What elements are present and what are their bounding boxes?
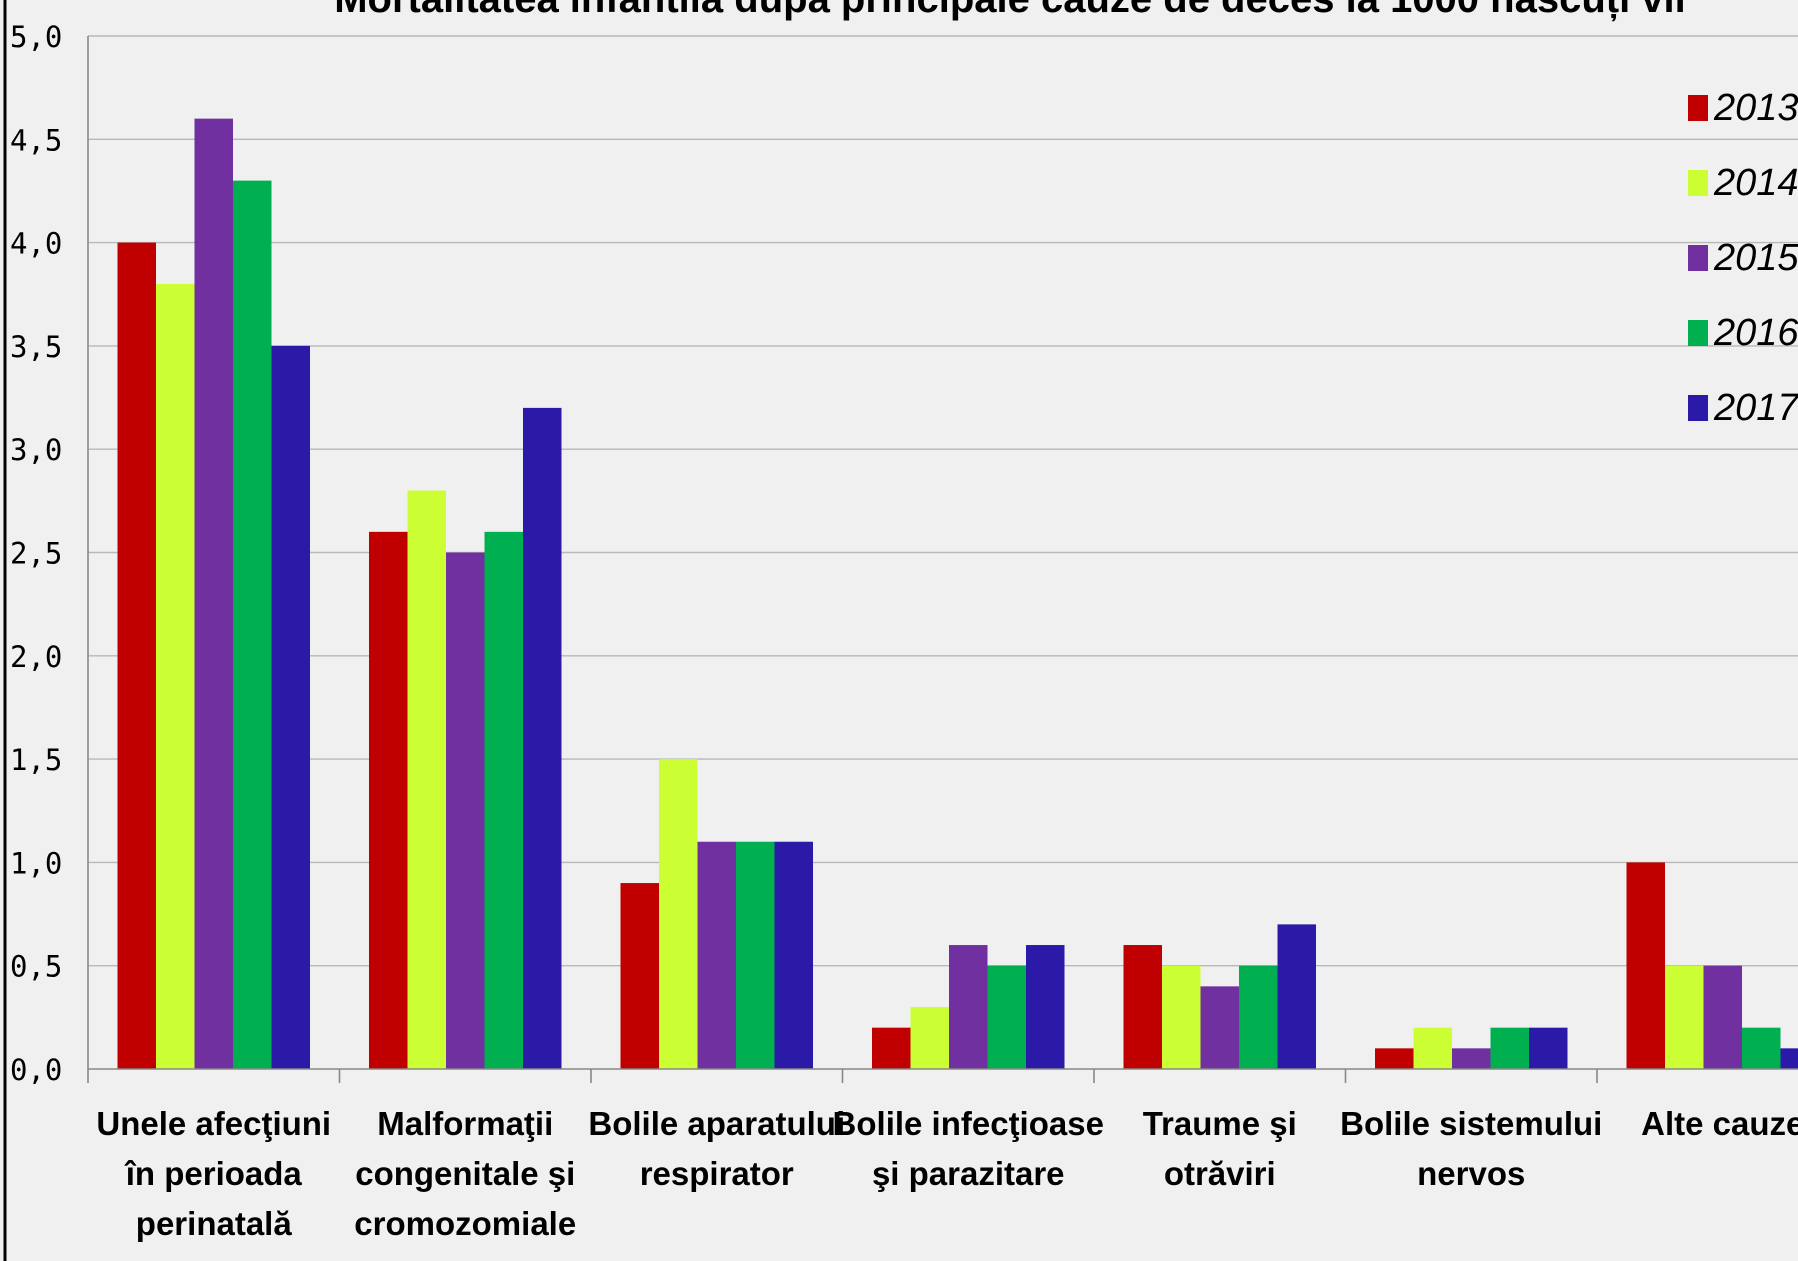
x-tick-label: Bolile aparatului respirator [588, 1105, 845, 1192]
x-tick-label: Bolile infecţioase şi parazitare [833, 1105, 1104, 1192]
x-axis [87, 1068, 1798, 1083]
legend-label-2014: 2014 [1713, 162, 1798, 204]
x-tick-label: Alte cauze [1641, 1105, 1798, 1142]
bar-2013 [1123, 945, 1162, 1069]
bar-2015 [194, 118, 233, 1069]
y-tick-label: 0,5 [10, 950, 62, 984]
legend-swatch-2017 [1688, 395, 1708, 421]
bar-2017 [1277, 924, 1316, 1069]
y-tick-label: 2,5 [10, 537, 62, 571]
bar-2017 [1529, 1027, 1568, 1069]
y-axis-tick-labels: 0,0 0,5 1,0 1,5 2,0 2,5 3,0 3,5 4,0 4,5 5,0 [10, 20, 62, 1087]
bar-2013 [117, 242, 156, 1070]
bar-2014 [407, 490, 446, 1069]
bar-2015 [1452, 1048, 1491, 1069]
bar-2017 [1780, 1048, 1798, 1069]
bar-2015 [949, 945, 988, 1069]
legend-label-2016: 2016 [1713, 312, 1798, 354]
bar-2015 [1200, 986, 1239, 1069]
bar-2014 [1413, 1027, 1452, 1069]
x-tick-label: Traume şi otrăviri [1143, 1105, 1297, 1192]
y-tick-label: 3,5 [10, 330, 62, 364]
bar-2013 [872, 1027, 911, 1069]
bar-2014 [659, 759, 698, 1069]
bar-2017 [1026, 945, 1065, 1069]
bar-2013 [1375, 1048, 1414, 1069]
bar-2015 [446, 552, 485, 1069]
bar-2017 [271, 345, 310, 1069]
y-tick-label: 3,0 [10, 433, 62, 467]
x-tick-label: Unele afecţiuni în perioada perinatală [96, 1105, 331, 1242]
bar-2013 [1626, 862, 1665, 1069]
bar-2014 [1665, 965, 1704, 1069]
legend-swatch-2013 [1688, 95, 1708, 121]
y-tick-label: 4,0 [10, 227, 62, 261]
bar-2017 [774, 841, 813, 1069]
y-tick-label: 1,0 [10, 846, 62, 880]
gridlines [87, 35, 1798, 1069]
bar-2017 [523, 407, 562, 1069]
x-tick-label: Bolile sistemului nervos [1340, 1105, 1602, 1192]
legend-label-2017: 2017 [1713, 387, 1798, 429]
y-tick-label: 5,0 [10, 20, 62, 54]
y-tick-label: 4,5 [10, 123, 62, 157]
bar-2015 [697, 841, 736, 1069]
legend-swatch-2014 [1688, 170, 1708, 196]
legend-label-2015: 2015 [1713, 237, 1798, 279]
bars [117, 118, 1798, 1070]
bar-2015 [1703, 965, 1742, 1069]
bar-2016 [1490, 1027, 1529, 1069]
chart-title: Mortalitatea infantilă după principale c… [334, 0, 1686, 21]
legend-swatch-2016 [1688, 320, 1708, 346]
legend-label-2013: 2013 [1713, 87, 1798, 129]
bar-2013 [620, 883, 659, 1069]
x-tick-label: Malformaţii congenitale şi cromozomiale [354, 1105, 576, 1242]
bar-2016 [484, 531, 523, 1069]
legend-swatch-2015 [1688, 245, 1708, 271]
y-tick-label: 1,5 [10, 743, 62, 777]
bar-2016 [233, 180, 272, 1069]
bar-2016 [1742, 1027, 1781, 1069]
x-axis-tick-labels: Unele afecţiuni în perioada perinatalăMalf… [96, 1105, 1798, 1242]
legend: 2013 2014 2015 2016 2017 [1688, 87, 1798, 429]
y-tick-label: 0,0 [10, 1053, 62, 1087]
y-tick-label: 2,0 [10, 640, 62, 674]
bar-2014 [910, 1007, 949, 1069]
bar-2016 [736, 841, 775, 1069]
bar-2014 [1162, 965, 1201, 1069]
bar-2016 [987, 965, 1026, 1069]
bar-2016 [1239, 965, 1278, 1069]
bar-2013 [369, 531, 408, 1069]
bar-2014 [156, 283, 195, 1069]
